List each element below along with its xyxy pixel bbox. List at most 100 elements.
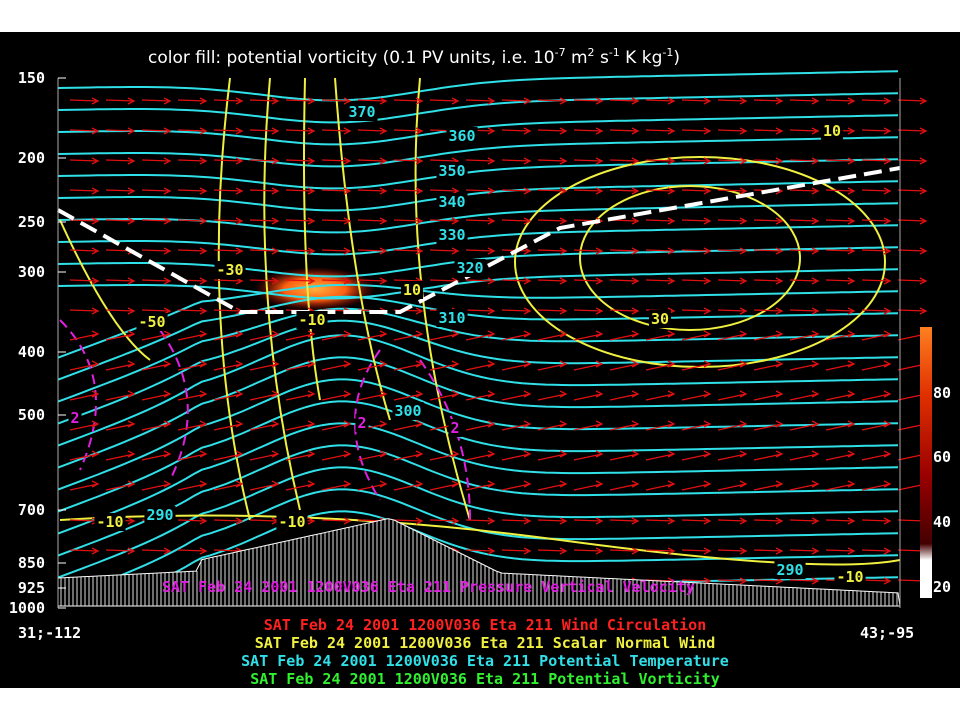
wind-arrow	[177, 157, 208, 165]
wind-arrow	[249, 480, 280, 491]
label-background	[454, 259, 486, 277]
y-tick-label: 250	[18, 213, 45, 231]
wind-arrow	[141, 450, 172, 461]
wind-arrow	[141, 547, 172, 555]
contour-label: 2	[70, 409, 79, 427]
wind-arrow	[501, 517, 532, 525]
wind-arrow	[789, 330, 820, 341]
wind-arrow	[69, 330, 100, 341]
wind-arrow	[465, 247, 496, 255]
wind-arrow	[249, 97, 280, 105]
wind-arrow	[717, 277, 748, 285]
contour-label: 310	[438, 309, 465, 327]
wind-arrow	[825, 450, 856, 461]
wind-arrow	[609, 127, 640, 135]
wind-contour	[217, 77, 251, 521]
wind-arrow	[213, 480, 244, 491]
wind-arrow	[573, 187, 604, 195]
wind-arrow	[177, 127, 208, 135]
wind-arrow	[105, 480, 136, 491]
wind-arrow	[141, 277, 172, 285]
dashed-line	[57, 166, 901, 314]
isentrope	[57, 114, 899, 146]
wind-arrow	[609, 420, 640, 431]
wind-arrow	[789, 517, 820, 525]
contour-label: 2	[357, 414, 366, 432]
wind-arrow	[141, 360, 172, 371]
y-tick-label: 150	[18, 69, 45, 87]
y-tick-label: 500	[18, 406, 45, 424]
wind-arrow	[393, 217, 424, 225]
wind-arrow	[357, 247, 388, 255]
y-tick-label: 850	[18, 554, 45, 572]
wind-arrow	[357, 157, 388, 165]
wind-arrow	[285, 187, 316, 195]
wind-arrow	[141, 330, 172, 341]
wind-arrow	[537, 517, 568, 525]
wind-arrow	[537, 420, 568, 431]
wind-arrow	[465, 97, 496, 105]
wind-arrow	[69, 390, 100, 401]
wind-arrow	[573, 517, 604, 525]
wind-arrow	[753, 247, 784, 255]
label-background	[448, 419, 462, 437]
contour-label: 360	[448, 127, 475, 145]
contour-label: 350	[438, 162, 465, 180]
wind-arrow	[897, 307, 928, 315]
wind-arrow	[537, 307, 568, 315]
wind-arrow	[501, 420, 532, 431]
wind-arrow	[609, 517, 640, 525]
wind-arrow	[573, 307, 604, 315]
label-background	[436, 193, 468, 211]
wind-arrow	[537, 247, 568, 255]
wind-arrow	[501, 127, 532, 135]
wind-arrow	[609, 247, 640, 255]
wind-arrow	[501, 157, 532, 165]
wind-arrow	[681, 247, 712, 255]
isentrope	[57, 356, 899, 469]
wind-arrow	[609, 157, 640, 165]
wind-arrow	[645, 187, 676, 195]
plot-area	[57, 70, 928, 607]
wind-arrow	[753, 480, 784, 491]
wind-arrow	[681, 330, 712, 341]
wind-arrow	[753, 97, 784, 105]
wind-arrow	[609, 390, 640, 401]
wind-arrow	[213, 330, 244, 341]
isentrope	[57, 307, 899, 403]
wind-arrow	[717, 307, 748, 315]
label-background	[648, 310, 672, 328]
wind-arrow	[717, 450, 748, 461]
wind-arrow	[609, 547, 640, 555]
wind-arrow	[717, 420, 748, 431]
wind-arrow	[897, 127, 928, 135]
contour-label: 370	[348, 103, 375, 121]
wind-arrow	[753, 277, 784, 285]
wind-arrow	[213, 157, 244, 165]
wind-arrow	[105, 390, 136, 401]
wind-arrow	[393, 127, 424, 135]
contour-label: 10	[823, 122, 841, 140]
wind-arrow	[501, 547, 532, 555]
wind-arrow	[213, 127, 244, 135]
wind-arrow	[573, 547, 604, 555]
wind-arrow	[141, 247, 172, 255]
wind-arrow	[429, 390, 460, 401]
wind-arrow	[285, 97, 316, 105]
isentrope	[57, 400, 899, 513]
wind-arrow	[645, 157, 676, 165]
wind-arrow	[897, 187, 928, 195]
label-background	[436, 162, 468, 180]
contour-label: 300	[394, 402, 421, 420]
wind-arrow	[537, 157, 568, 165]
omega-contour	[59, 319, 97, 471]
y-tick-label: 200	[18, 149, 45, 167]
wind-contour	[263, 77, 301, 511]
wind-arrow	[105, 420, 136, 431]
wind-arrow	[717, 127, 748, 135]
wind-arrow	[573, 390, 604, 401]
wind-arrow	[393, 420, 424, 431]
wind-arrow	[249, 390, 280, 401]
contour-label: -10	[278, 513, 305, 531]
omega-contour	[159, 329, 189, 481]
